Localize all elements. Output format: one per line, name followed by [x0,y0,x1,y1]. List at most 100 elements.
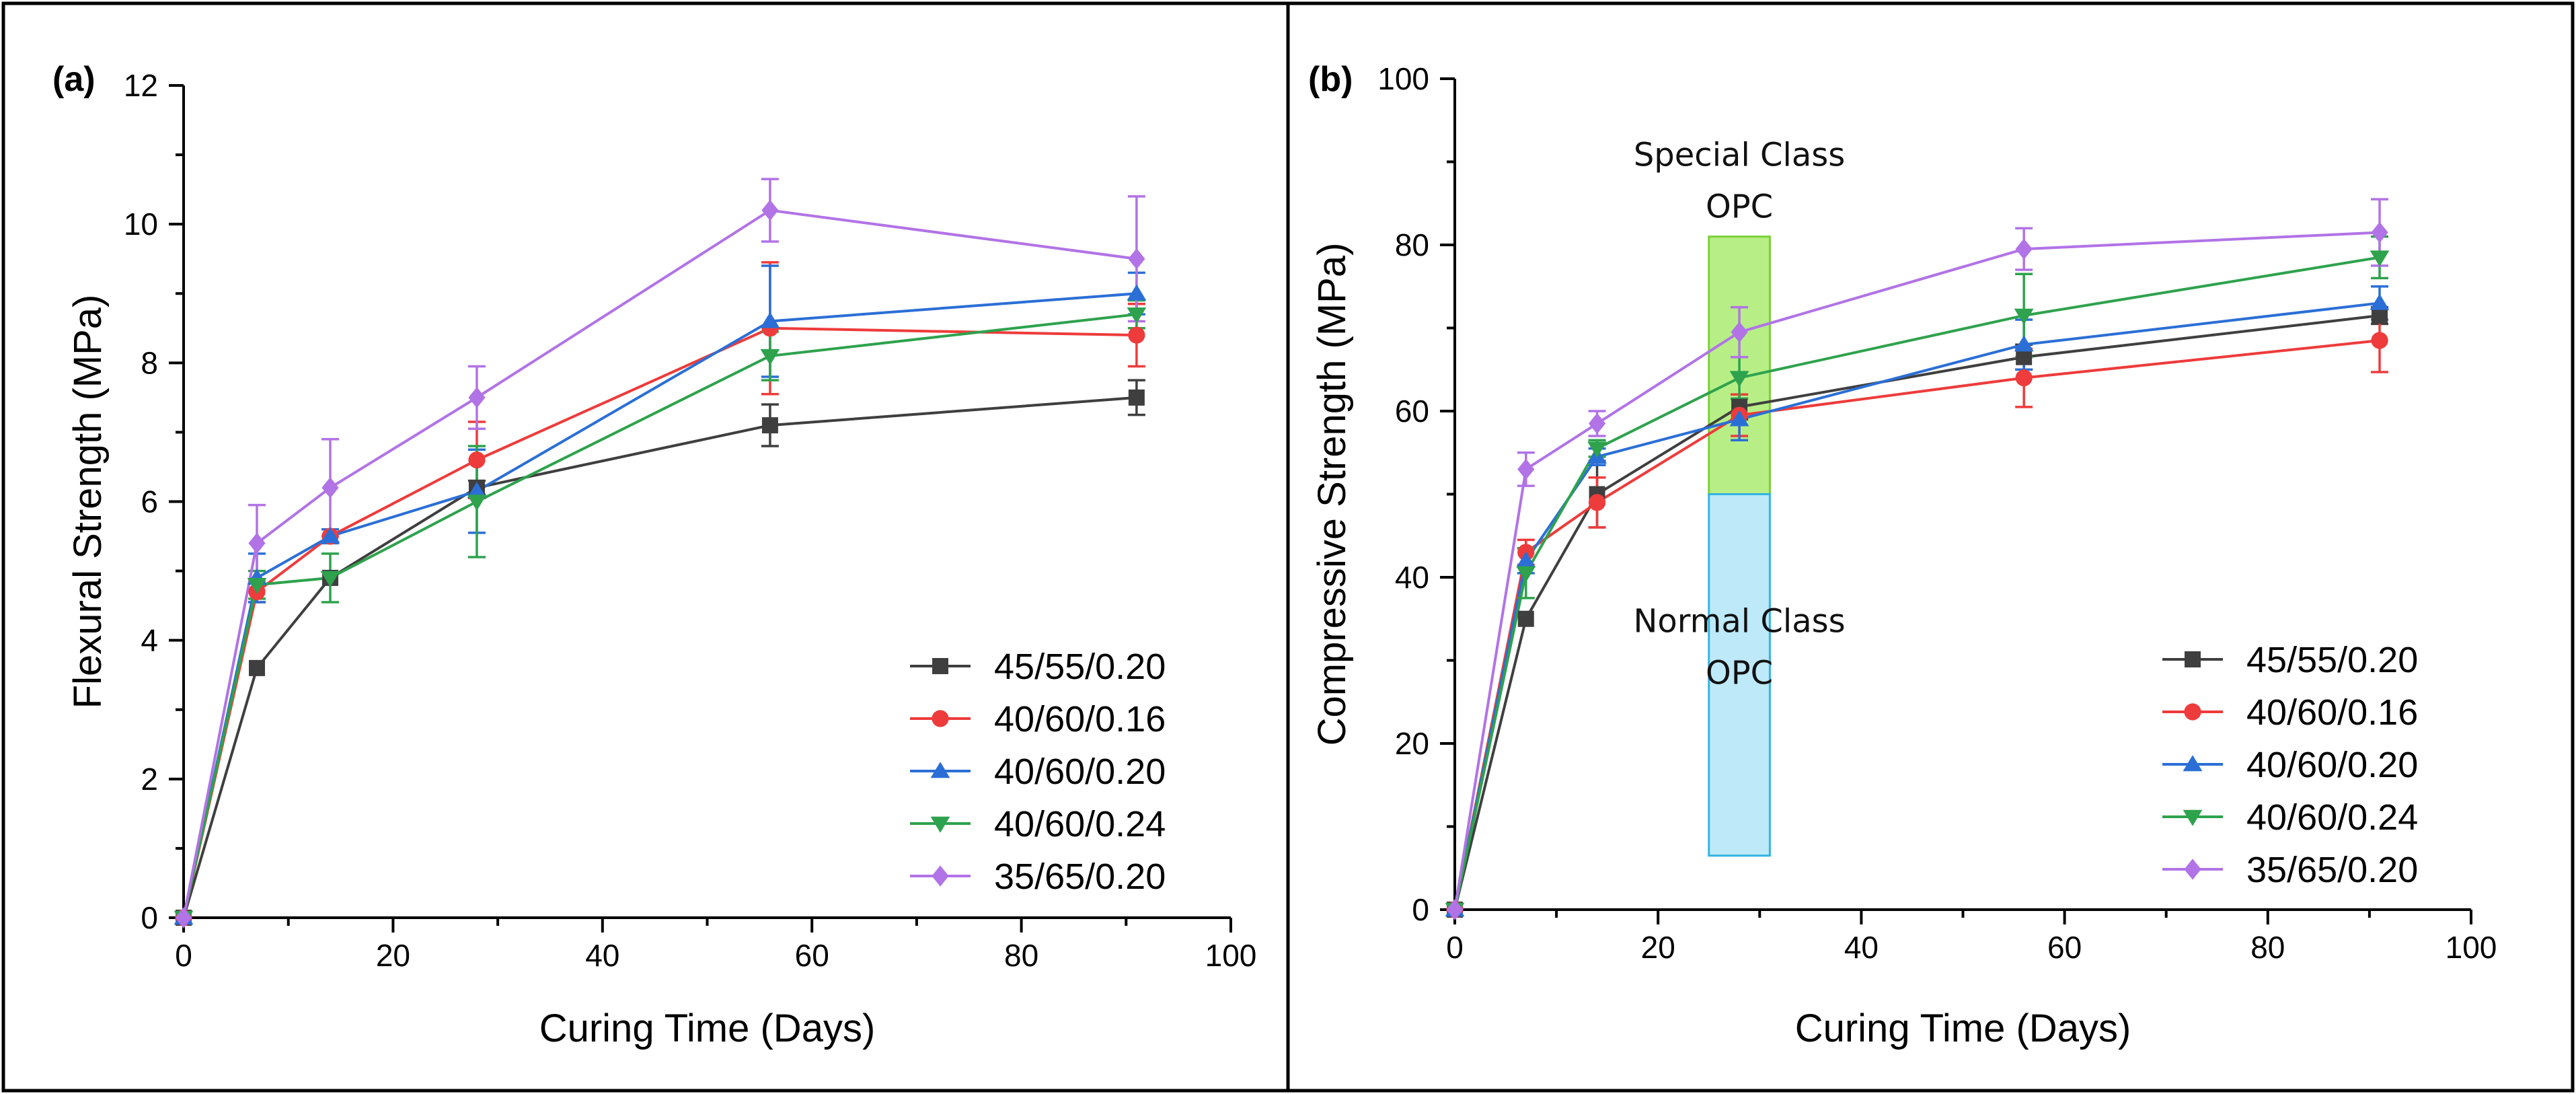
data-point [468,387,486,408]
data-point [1446,899,1464,920]
x-tick-label: 80 [1004,938,1038,973]
legend-label: 40/60/0.20 [994,752,1166,792]
x-axis-title: Curing Time (Days) [539,1007,876,1050]
data-point [2372,307,2388,324]
x-tick-label: 80 [2250,930,2285,965]
legend-marker [930,762,950,778]
region-label: OPC [1706,655,1773,692]
x-tick-label: 100 [2446,930,2497,965]
y-tick-label: 12 [124,68,158,103]
data-point [2016,349,2033,365]
data-point [2370,293,2390,310]
data-point [760,312,780,328]
legend-label: 35/65/0.20 [2246,850,2418,890]
legend-marker [2183,755,2203,772]
panel-a: 0 20 40 60 80 100 0 2 4 6 8 10 12 Curing Time (Days) F… [52,60,1256,1050]
panel-label: (b) [1308,60,1353,99]
x-tick-label: 20 [1641,930,1675,965]
y-axis-title: Compressive Strength (MPa) [1310,243,1354,746]
data-point [1517,458,1535,480]
series-line-1 [1453,339,2380,910]
y-tick-label: 4 [141,623,158,658]
data-point [761,199,779,221]
data-point [1127,307,1147,324]
legend-label: 45/55/0.20 [994,647,1166,687]
data-point [468,451,486,469]
data-point [2371,332,2388,349]
legend-label: 40/60/0.24 [2246,797,2418,838]
x-tick-label: 100 [1205,938,1257,973]
y-tick-label: 80 [1395,227,1429,262]
x-tick-label: 60 [2047,930,2082,965]
data-point [248,532,266,554]
data-point [1587,441,1607,458]
y-tick-label: 0 [1412,892,1429,927]
legend-label: 40/60/0.16 [2246,692,2418,733]
x-tick-label: 40 [585,938,619,973]
data-point [761,417,778,434]
x-tick-label: 0 [1446,930,1464,965]
legend-marker [932,865,949,887]
y-tick-label: 40 [1395,560,1429,595]
series-line-4 [182,209,1137,918]
legend-marker [2184,859,2201,880]
series-line-0 [1453,314,2380,910]
data-point [2014,335,2034,352]
data-point [248,659,265,676]
y-tick-label: 6 [141,484,158,519]
panel-label: (a) [52,60,96,99]
y-tick-label: 2 [141,762,158,797]
x-tick-label: 20 [376,938,410,973]
data-point [2370,250,2390,267]
legend-label: 35/65/0.20 [994,856,1166,897]
y-tick-label: 0 [141,900,158,935]
data-point [760,349,780,365]
data-point [1128,248,1145,270]
data-point [2015,369,2033,387]
data-point [1127,284,1147,301]
legend-label: 40/60/0.24 [994,804,1166,844]
legend-marker [2184,703,2201,721]
data-point [1729,410,1749,427]
data-point [1517,610,1534,627]
x-tick-label: 0 [175,938,192,973]
region-label: Normal Class [1633,603,1845,641]
y-axis-title: Flexural Strength (MPa) [66,295,110,709]
data-point [467,482,487,499]
data-point [1588,494,1606,511]
data-point [1516,566,1536,583]
series-line-2 [1453,301,2380,910]
data-point [467,495,487,511]
legend-marker [932,658,948,674]
data-point [1588,412,1606,435]
y-tick-label: 20 [1395,726,1429,761]
x-axis-title: Curing Time (Days) [1795,1007,2131,1050]
legend-marker [2185,651,2201,667]
y-tick-label: 100 [1377,61,1429,96]
data-point [2014,308,2034,325]
series-line-4 [1453,231,2380,910]
data-point [247,578,267,594]
region-label: Special Class [1634,137,1845,174]
y-tick-label: 10 [124,207,158,242]
x-tick-label: 60 [795,938,829,973]
legend-label: 40/60/0.16 [994,699,1166,739]
legend-marker [932,710,949,727]
y-tick-label: 60 [1395,394,1429,429]
data-point [1516,551,1536,568]
data-point [2015,238,2033,260]
data-point [1128,389,1145,406]
region-label: OPC [1706,188,1773,226]
legend-label: 45/55/0.20 [2246,640,2418,680]
data-point [1729,371,1749,388]
x-tick-label: 40 [1844,930,1879,965]
series-line-3 [182,313,1137,918]
data-point [320,527,340,544]
series-line-0 [182,396,1137,918]
data-point [2371,221,2388,244]
data-point [320,571,340,587]
region-box [1708,493,1771,857]
legend-marker [2183,809,2203,826]
y-tick-label: 8 [141,345,158,380]
